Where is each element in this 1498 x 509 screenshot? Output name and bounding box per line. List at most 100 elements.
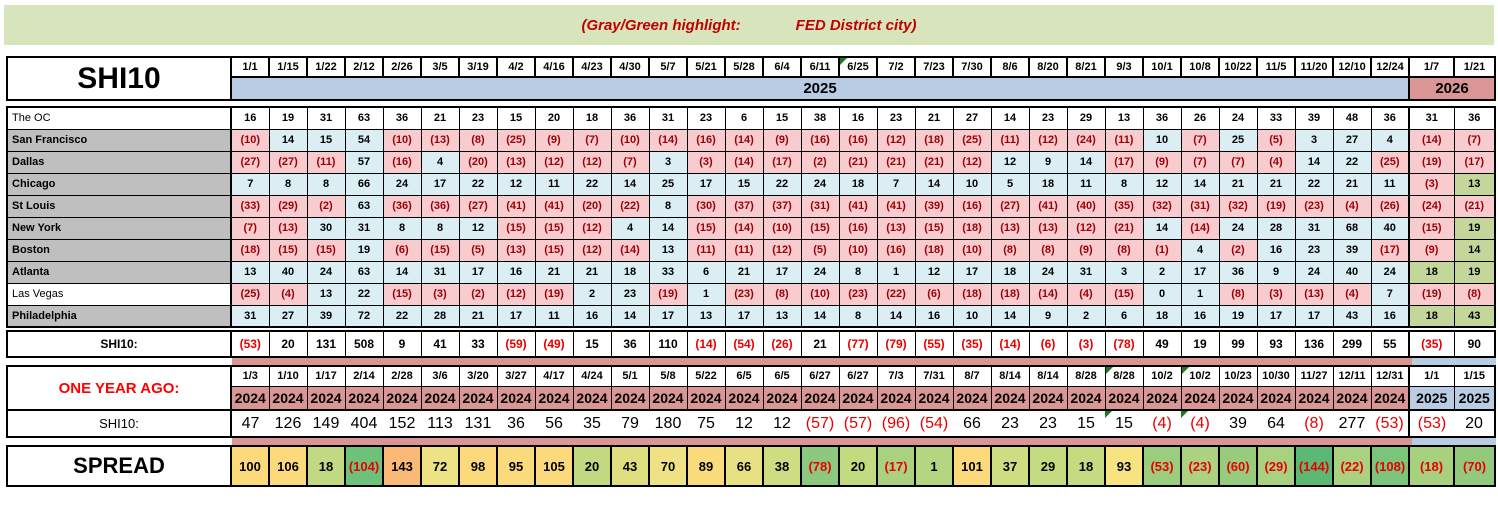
value-cell[interactable]: 16 xyxy=(1370,304,1410,328)
year-ago-value-cell[interactable]: 131 xyxy=(459,409,497,437)
year-ago-value-cell[interactable]: 39 xyxy=(1219,409,1257,437)
year-ago-year-cell[interactable]: 2024 xyxy=(306,385,346,411)
value-cell[interactable]: 17 xyxy=(458,260,498,284)
year-ago-date-cell-6-27[interactable]: 6/27 xyxy=(838,365,878,387)
year-ago-year-cell[interactable]: 2024 xyxy=(1180,385,1220,411)
value-cell[interactable]: 0 xyxy=(1142,282,1182,306)
value-cell[interactable]: (4) xyxy=(1256,150,1296,174)
value-cell[interactable]: (15) xyxy=(382,282,422,306)
value-cell[interactable]: 25 xyxy=(648,172,688,196)
value-cell[interactable]: 14 xyxy=(648,216,688,240)
value-cell[interactable]: 13 xyxy=(1453,172,1496,196)
row-label-chicago[interactable]: Chicago xyxy=(6,172,232,196)
year-ago-date-cell-6-5[interactable]: 6/5 xyxy=(762,365,802,387)
value-cell[interactable]: 1 xyxy=(686,282,726,306)
value-cell[interactable]: 8 xyxy=(838,304,878,328)
value-cell[interactable]: (19) xyxy=(1408,150,1455,174)
value-cell[interactable]: 29 xyxy=(1066,106,1106,130)
value-cell[interactable]: 21 xyxy=(534,260,574,284)
value-cell[interactable]: (10) xyxy=(800,282,840,306)
value-cell[interactable]: (19) xyxy=(534,282,574,306)
value-cell[interactable]: (15) xyxy=(1104,282,1144,306)
year-ago-year-cell[interactable]: 2024 xyxy=(1332,385,1372,411)
year-ago-value-cell[interactable]: 23 xyxy=(991,409,1029,437)
value-cell[interactable]: (9) xyxy=(534,128,574,152)
year-ago-year-cell[interactable]: 2024 xyxy=(686,385,726,411)
year-ago-value-cell[interactable]: 15 xyxy=(1105,409,1143,437)
one-year-ago-label[interactable]: ONE YEAR AGO: xyxy=(6,365,232,411)
value-cell[interactable]: 18 xyxy=(1142,304,1182,328)
year-ago-year-cell[interactable]: 2024 xyxy=(382,385,422,411)
value-cell[interactable]: (8) xyxy=(1104,238,1144,262)
value-cell[interactable]: 26 xyxy=(1180,106,1220,130)
row-label-st-louis[interactable]: St Louis xyxy=(6,194,232,218)
value-cell[interactable]: 28 xyxy=(420,304,460,328)
date-cell-1-7[interactable]: 1/7 xyxy=(1408,56,1455,78)
value-cell[interactable]: 30 xyxy=(306,216,346,240)
value-cell[interactable]: 17 xyxy=(1256,304,1296,328)
value-cell[interactable]: 6 xyxy=(1104,304,1144,328)
value-cell[interactable]: 17 xyxy=(1180,260,1220,284)
value-cell[interactable]: (11) xyxy=(686,238,726,262)
value-cell[interactable]: 12 xyxy=(990,150,1030,174)
year-ago-date-cell-12-31[interactable]: 12/31 xyxy=(1370,365,1410,387)
value-cell[interactable]: 9 xyxy=(1028,304,1068,328)
year-ago-value-cell[interactable]: 35 xyxy=(573,409,611,437)
year-ago-value-cell[interactable]: 47 xyxy=(230,409,269,437)
value-cell[interactable]: (14) xyxy=(648,128,688,152)
spread-cell[interactable]: 37 xyxy=(990,445,1030,487)
value-cell[interactable]: (14) xyxy=(1180,216,1220,240)
date-cell-5-28[interactable]: 5/28 xyxy=(724,56,764,78)
year-ago-year-cell[interactable]: 2024 xyxy=(800,385,840,411)
value-cell[interactable]: 10 xyxy=(952,172,992,196)
shi10-total-cell[interactable]: 131 xyxy=(306,330,346,358)
year-ago-year-cell[interactable]: 2024 xyxy=(1370,385,1410,411)
row-label-dallas[interactable]: Dallas xyxy=(6,150,232,174)
shi10-total-cell[interactable]: (59) xyxy=(496,330,536,358)
value-cell[interactable]: (15) xyxy=(534,238,574,262)
year-ago-value-cell[interactable]: 56 xyxy=(535,409,573,437)
value-cell[interactable]: (13) xyxy=(268,216,308,240)
year-ago-value-cell[interactable]: 36 xyxy=(497,409,535,437)
value-cell[interactable]: 15 xyxy=(724,172,764,196)
value-cell[interactable]: 7 xyxy=(876,172,916,196)
spread-cell[interactable]: (22) xyxy=(1332,445,1372,487)
year-ago-year-cell[interactable]: 2024 xyxy=(1218,385,1258,411)
spread-cell[interactable]: 20 xyxy=(838,445,878,487)
value-cell[interactable]: (12) xyxy=(762,238,802,262)
value-cell[interactable]: 31 xyxy=(648,106,688,130)
value-cell[interactable]: (41) xyxy=(534,194,574,218)
value-cell[interactable]: (7) xyxy=(230,216,270,240)
shi10-total-cell[interactable]: (49) xyxy=(534,330,574,358)
value-cell[interactable]: (12) xyxy=(1028,128,1068,152)
shi10-total-cell[interactable]: 33 xyxy=(458,330,498,358)
value-cell[interactable]: (18) xyxy=(230,238,270,262)
value-cell[interactable]: 18 xyxy=(838,172,878,196)
value-cell[interactable]: (12) xyxy=(534,150,574,174)
shi10-total-cell[interactable]: (3) xyxy=(1066,330,1106,358)
value-cell[interactable]: (29) xyxy=(268,194,308,218)
year-ago-year-cell[interactable]: 2025 xyxy=(1453,385,1496,411)
shi10-total-cell[interactable]: 19 xyxy=(1180,330,1220,358)
value-cell[interactable]: (9) xyxy=(1066,238,1106,262)
value-cell[interactable]: (31) xyxy=(1180,194,1220,218)
value-cell[interactable]: (13) xyxy=(496,150,536,174)
value-cell[interactable]: (25) xyxy=(1370,150,1410,174)
value-cell[interactable]: (12) xyxy=(1066,216,1106,240)
value-cell[interactable]: (32) xyxy=(1142,194,1182,218)
value-cell[interactable]: 4 xyxy=(420,150,460,174)
year-ago-date-cell-1-10[interactable]: 1/10 xyxy=(268,365,308,387)
value-cell[interactable]: 11 xyxy=(1066,172,1106,196)
shi10-total-cell[interactable]: 90 xyxy=(1453,330,1496,358)
value-cell[interactable]: 27 xyxy=(268,304,308,328)
value-cell[interactable]: 40 xyxy=(268,260,308,284)
value-cell[interactable]: (16) xyxy=(800,128,840,152)
spread-cell[interactable]: (78) xyxy=(800,445,840,487)
value-cell[interactable]: (12) xyxy=(572,216,612,240)
year-ago-date-cell-1-15[interactable]: 1/15 xyxy=(1453,365,1496,387)
value-cell[interactable]: (12) xyxy=(876,128,916,152)
year-ago-value-cell[interactable]: (4) xyxy=(1143,409,1181,437)
year-ago-year-cell[interactable]: 2024 xyxy=(268,385,308,411)
year-ago-value-cell[interactable]: 23 xyxy=(1029,409,1067,437)
value-cell[interactable]: 24 xyxy=(1218,216,1258,240)
